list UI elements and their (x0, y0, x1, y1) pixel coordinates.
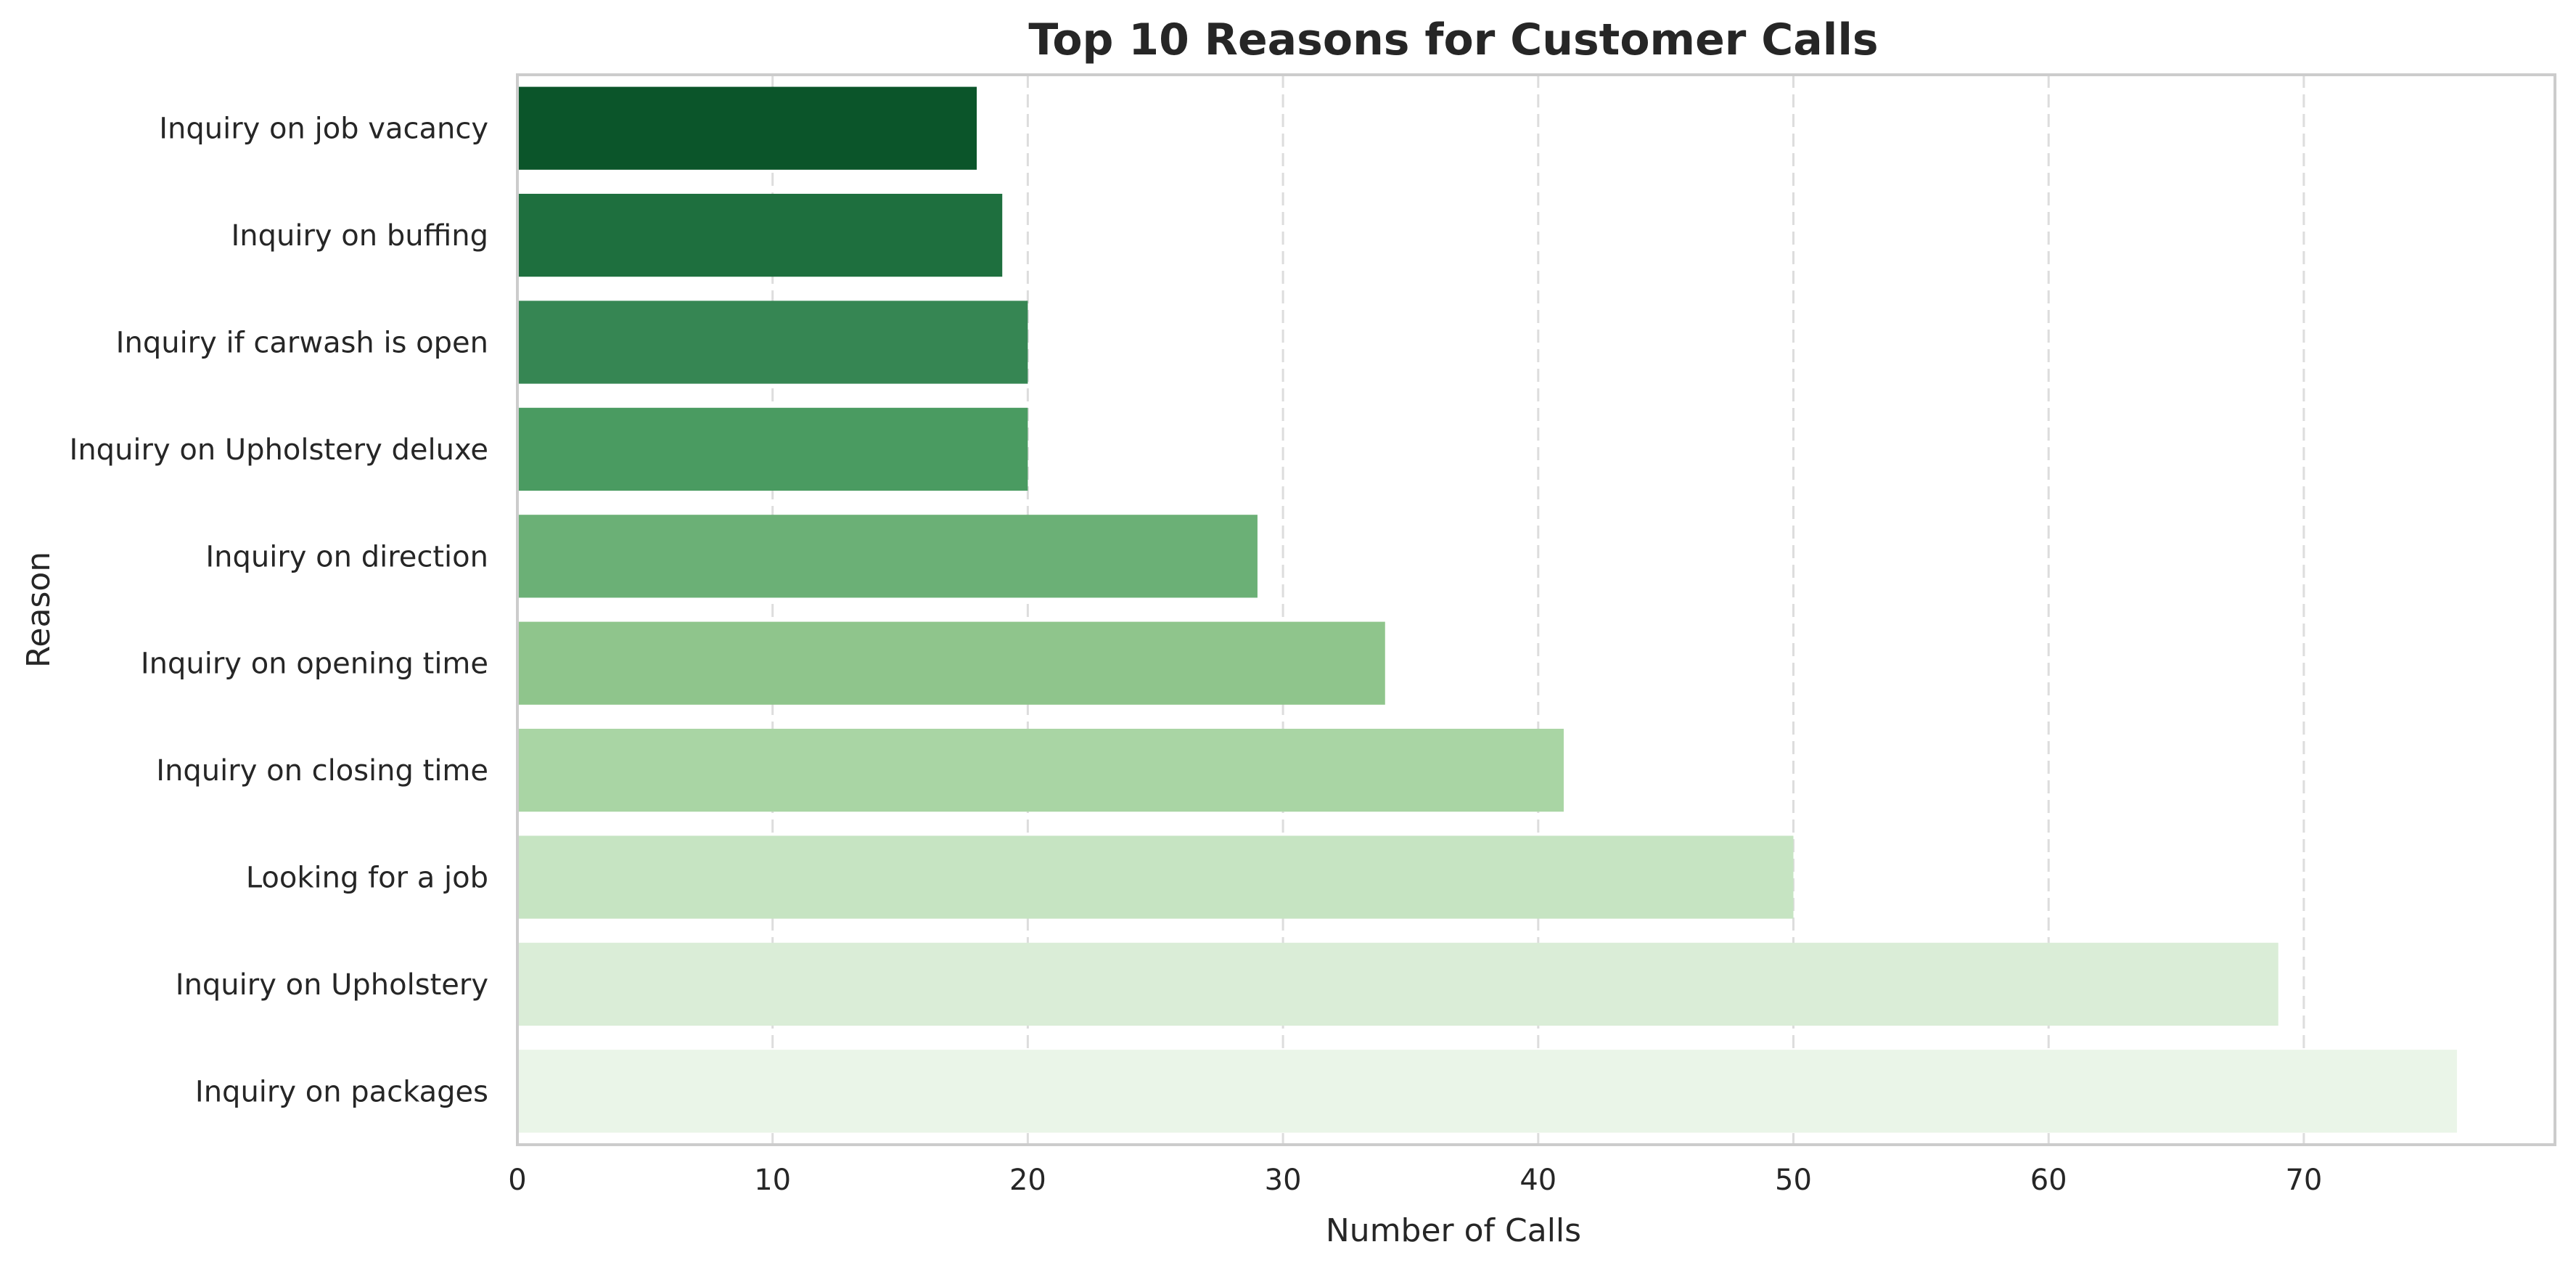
x-tick-label: 30 (1265, 1164, 1302, 1197)
y-tick-label: Inquiry on job vacancy (159, 113, 488, 146)
x-tick-label: 10 (754, 1164, 791, 1197)
y-tick-label: Inquiry on closing time (156, 754, 488, 788)
bar (517, 728, 1564, 812)
x-tick-label: 20 (1009, 1164, 1046, 1197)
plot-frame (516, 73, 2556, 1146)
bars (517, 86, 2457, 1133)
bar (517, 515, 1258, 598)
y-tick-label: Inquiry on Upholstery (176, 968, 488, 1002)
y-tick-label: Inquiry if carwash is open (116, 327, 488, 360)
y-tick-label: Inquiry on Upholstery deluxe (70, 433, 488, 467)
x-tick-label: 50 (1775, 1164, 1812, 1197)
bar (517, 193, 1003, 277)
bar (517, 407, 1028, 491)
grid-lines (771, 75, 2305, 1145)
y-tick-label: Inquiry on packages (195, 1075, 488, 1108)
y-axis-label: Reason (20, 552, 57, 668)
x-tick-label: 60 (2030, 1164, 2067, 1197)
y-tick-labels: Inquiry on job vacancy Inquiry on buffing… (70, 113, 488, 1109)
bar (517, 301, 1028, 384)
x-tick-label: 40 (1519, 1164, 1556, 1197)
x-tick-labels: 0 10 20 30 40 50 60 70 (508, 1164, 2322, 1197)
y-tick-label: Inquiry on buffing (231, 219, 488, 253)
y-tick-label: Looking for a job (246, 862, 488, 895)
y-tick-label: Inquiry on direction (205, 540, 488, 573)
bar (517, 835, 1794, 919)
x-tick-label: 70 (2285, 1164, 2322, 1197)
x-axis-label: Number of Calls (1326, 1212, 1581, 1249)
bar (517, 942, 2278, 1026)
chart-title: Top 10 Reasons for Customer Calls (1028, 15, 1878, 65)
y-tick-label: Inquiry on opening time (141, 647, 488, 681)
bar (517, 1050, 2457, 1133)
x-tick-label: 0 (508, 1164, 526, 1197)
bar (517, 86, 977, 170)
bar (517, 621, 1385, 705)
